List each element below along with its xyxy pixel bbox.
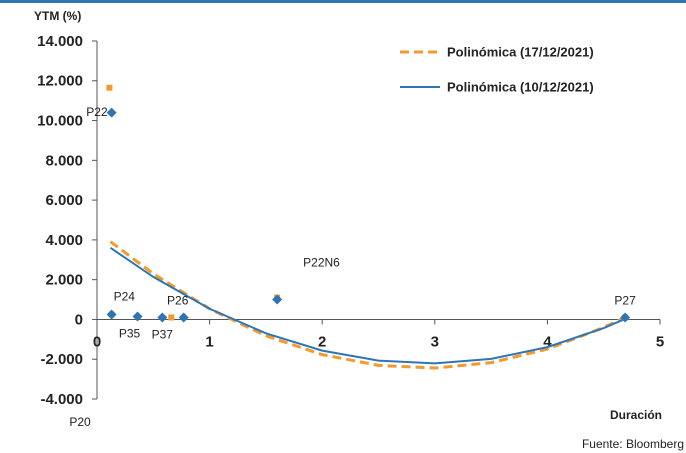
data-point: [168, 314, 175, 321]
y-tick-label: 2.000: [45, 272, 83, 289]
data-point: [272, 294, 283, 305]
y-tick-label: -2.000: [40, 351, 83, 368]
y-axis-label: YTM (%): [34, 9, 81, 23]
y-tick-label: 0: [75, 311, 83, 328]
data-point: [106, 84, 113, 91]
point-label: P22N6: [303, 256, 340, 270]
point-label: P27: [614, 294, 636, 308]
data-point: [106, 309, 117, 320]
point-label: P22: [86, 105, 108, 119]
trend-line: [109, 240, 627, 370]
y-tick-label: 8.000: [45, 152, 83, 169]
annotation: P20: [69, 415, 91, 429]
data-point: [106, 107, 117, 118]
data-point: [132, 311, 143, 322]
y-tick-label: -4.000: [40, 391, 83, 408]
point-label: P35: [119, 327, 141, 341]
point-label: P24: [114, 290, 136, 304]
legend-label: Polinómica (17/12/2021): [447, 44, 594, 59]
x-tick-label: 5: [656, 333, 664, 350]
x-tick-label: 3: [431, 333, 439, 350]
x-tick-label: 0: [93, 333, 101, 350]
source: Fuente: Bloomberg: [582, 437, 684, 451]
x-tick-label: 2: [318, 333, 326, 350]
y-tick-label: 4.000: [45, 232, 83, 249]
x-axis-label: Duración: [610, 408, 662, 422]
top-rule: [0, 0, 686, 3]
data-point: [157, 312, 168, 323]
data-point: [620, 312, 631, 323]
legend-label: Polinómica (10/12/2021): [447, 79, 594, 94]
y-tick-label: 14.000: [37, 33, 83, 50]
y-tick-label: 10.000: [37, 113, 83, 130]
y-tick-label: 12.000: [37, 73, 83, 90]
point-label: P37: [152, 328, 174, 342]
x-tick-label: 1: [205, 333, 213, 350]
x-tick-label: 4: [543, 333, 552, 350]
trend-line: [109, 247, 627, 365]
point-label: P26: [167, 294, 189, 308]
data-point: [178, 312, 189, 323]
y-tick-label: 6.000: [45, 192, 83, 209]
